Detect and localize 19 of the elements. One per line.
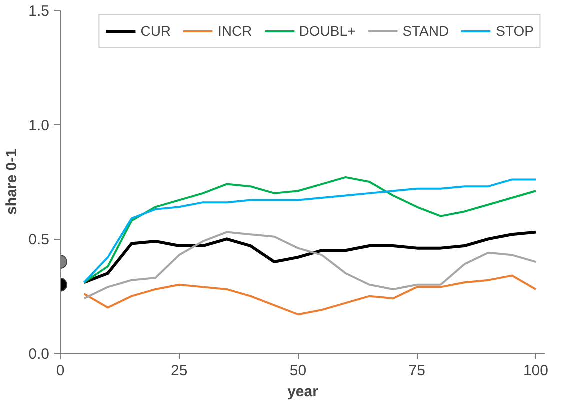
legend-label: INCR <box>218 23 252 39</box>
y-tick-label: 1.0 <box>28 117 50 134</box>
legend-label: STAND <box>402 23 450 39</box>
y-tick-label: 0.0 <box>28 346 50 363</box>
x-tick-label: 0 <box>56 362 65 380</box>
line-series <box>83 231 537 300</box>
x-tick-label: 25 <box>171 362 188 380</box>
legend-label: CUR <box>140 23 172 39</box>
x-tick-label: 75 <box>408 362 426 380</box>
y-tick-label: 0.5 <box>28 232 50 249</box>
x-axis-title: year <box>288 384 319 400</box>
x-tick-label: 50 <box>290 362 307 380</box>
y-tick-label: 1.5 <box>28 3 50 20</box>
y-axis-title: share 0-1 <box>4 149 21 215</box>
line-series <box>82 230 538 284</box>
legend-label: DOUBL+ <box>299 23 356 39</box>
x-tick-label: 100 <box>523 362 549 380</box>
legend-label: STOP <box>496 23 534 39</box>
line-series <box>83 274 537 316</box>
